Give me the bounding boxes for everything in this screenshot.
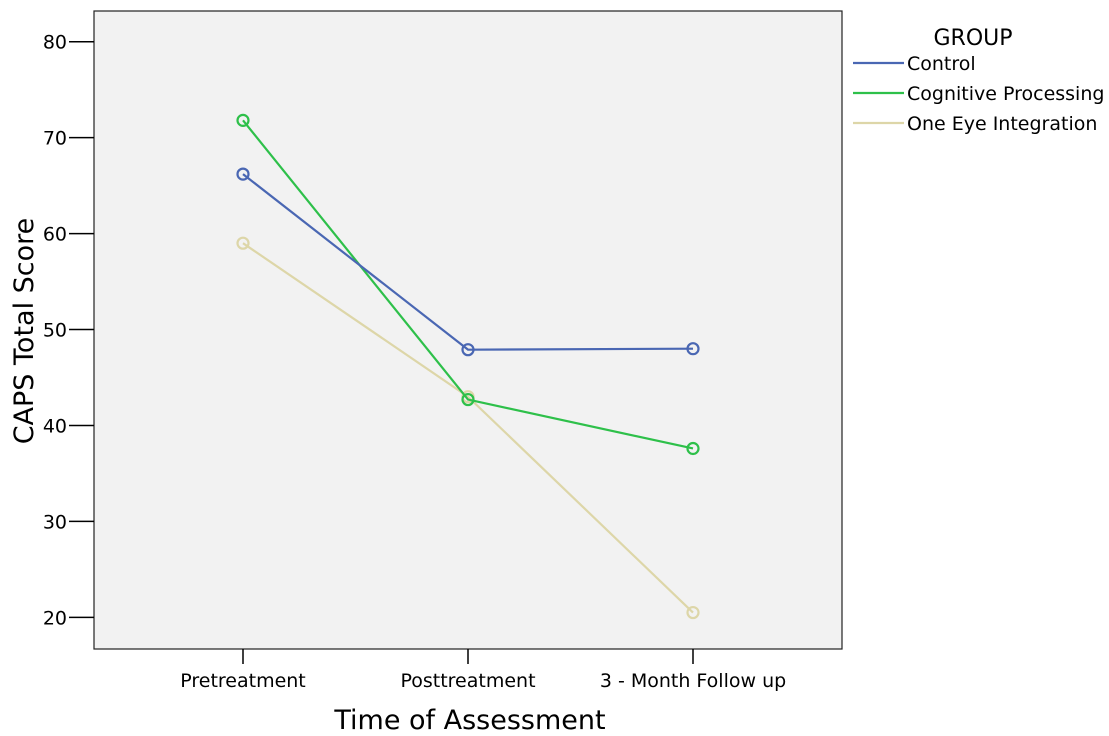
data-point xyxy=(686,605,700,620)
data-point xyxy=(461,392,475,407)
series-line xyxy=(242,242,694,614)
series-line xyxy=(242,173,694,351)
x-tick-label: 3 - Month Follow up xyxy=(600,670,786,692)
legend: GROUP Control Cognitive Processing One Eye… xyxy=(853,26,1104,135)
legend-label: Control xyxy=(907,53,976,75)
legend-title: GROUP xyxy=(933,26,1012,51)
series-line xyxy=(242,119,694,450)
y-axis: 20 30 40 50 60 70 80 xyxy=(43,32,94,629)
y-tick-label: 80 xyxy=(43,32,67,54)
data-point xyxy=(686,342,700,356)
x-axis: Pretreatment Posttreatment 3 - Month Follo… xyxy=(180,649,786,692)
y-tick-label: 40 xyxy=(43,415,67,437)
legend-label: One Eye Integration xyxy=(907,113,1097,135)
legend-item: Cognitive Processing xyxy=(853,83,1104,105)
x-tick-label: Pretreatment xyxy=(180,670,306,692)
legend-item: Control xyxy=(853,53,976,75)
series-0 xyxy=(236,167,700,357)
series-layer xyxy=(236,113,700,620)
y-tick-label: 30 xyxy=(43,511,67,533)
legend-label: Cognitive Processing xyxy=(907,83,1104,105)
x-axis-title: Time of Assessment xyxy=(333,705,605,736)
x-tick-label: Posttreatment xyxy=(400,670,535,692)
data-point xyxy=(236,113,250,127)
y-tick-label: 20 xyxy=(43,607,67,629)
data-point xyxy=(461,343,475,357)
data-point xyxy=(236,167,250,181)
data-point xyxy=(686,441,700,456)
data-point xyxy=(236,236,250,250)
y-tick-label: 70 xyxy=(43,128,67,150)
y-axis-title: CAPS Total Score xyxy=(9,218,40,445)
plot-area xyxy=(93,10,843,650)
y-tick-label: 60 xyxy=(43,224,67,246)
legend-item: One Eye Integration xyxy=(853,113,1097,135)
y-tick-label: 50 xyxy=(43,320,67,342)
series-1 xyxy=(236,113,700,456)
